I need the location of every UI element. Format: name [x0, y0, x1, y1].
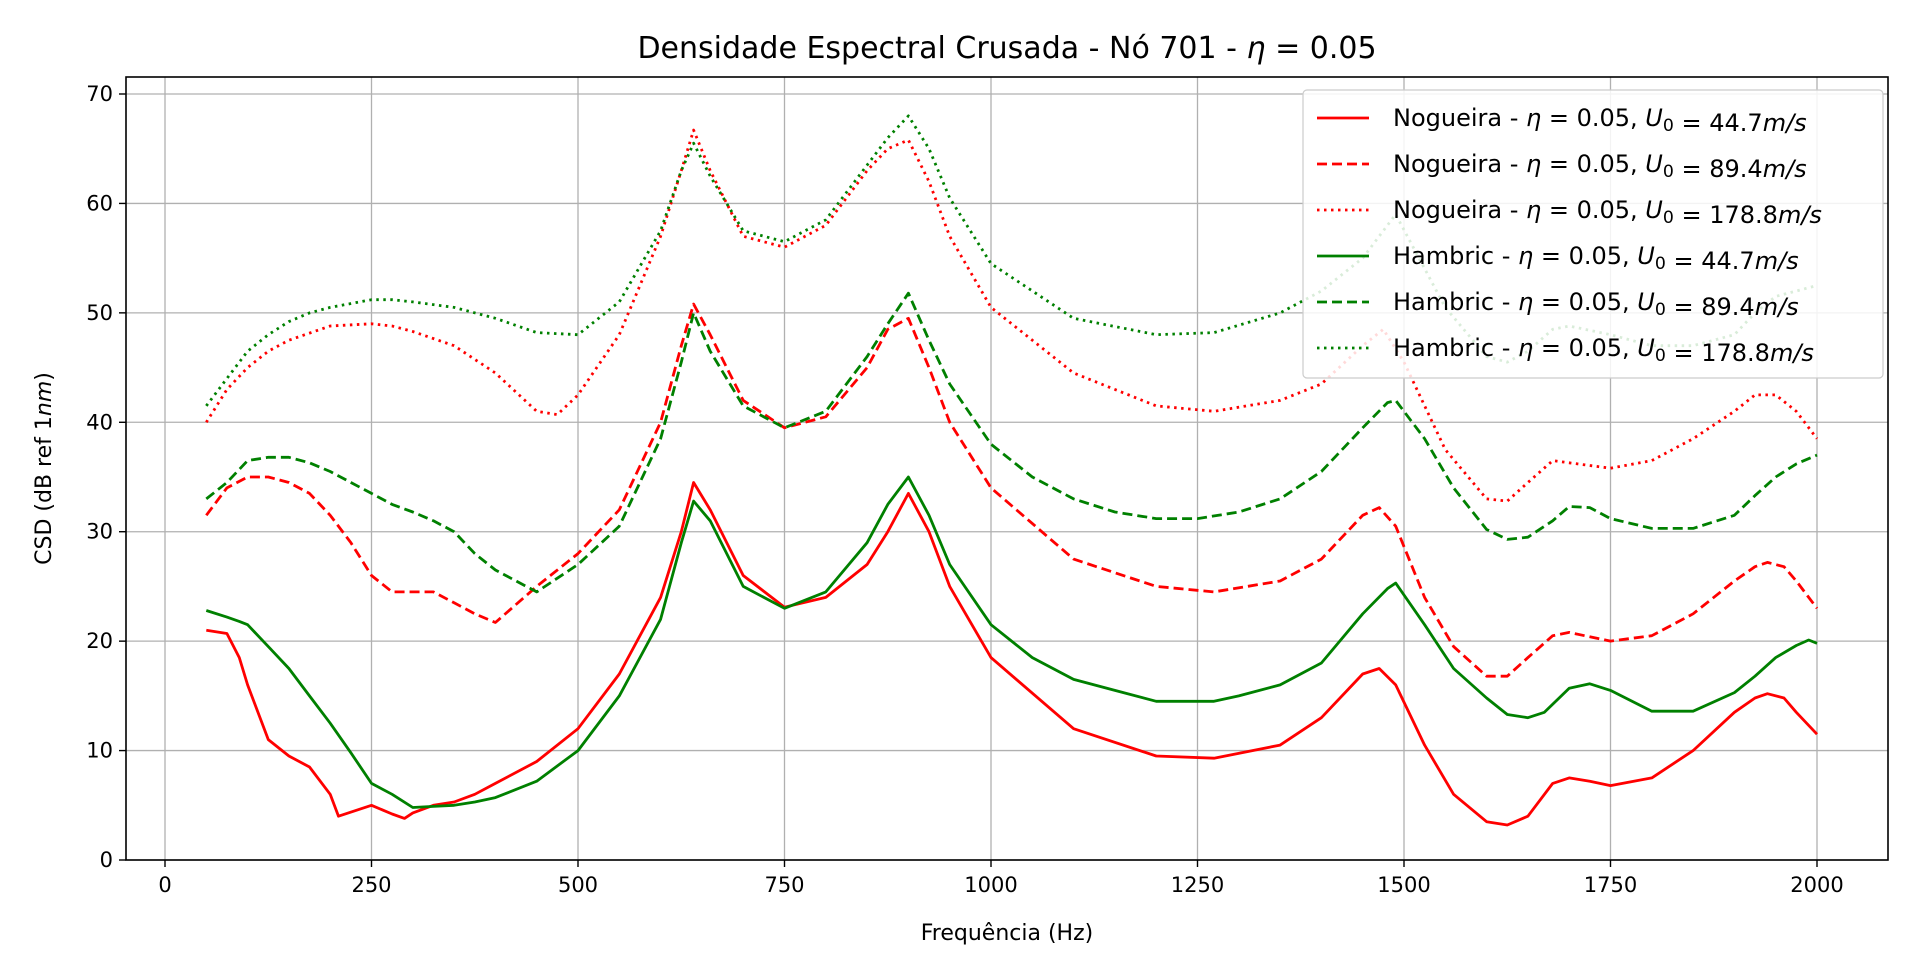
x-tick-label: 1750 — [1584, 873, 1637, 897]
series-line-4 — [205, 475, 1818, 809]
legend-label: Nogueira - η = 0.05, U0 = 44.7m/s — [1393, 104, 1807, 137]
y-tick-label: 20 — [86, 629, 113, 653]
x-tick-label: 250 — [351, 873, 391, 897]
x-tick-label: 2000 — [1790, 873, 1843, 897]
y-tick-label: 0 — [100, 848, 113, 872]
legend-label: Hambric - η = 0.05, U0 = 89.4m/s — [1393, 288, 1799, 321]
y-tick-label: 50 — [86, 301, 113, 325]
x-tick-label: 1250 — [1171, 873, 1224, 897]
x-tick-label: 0 — [158, 873, 171, 897]
series-line-5 — [205, 291, 1818, 594]
y-tick-label: 40 — [86, 410, 113, 434]
legend-box — [1302, 89, 1884, 379]
x-axis-label: Frequência (Hz) — [921, 921, 1093, 946]
y-tick-label: 60 — [86, 191, 113, 215]
y-tick-label: 70 — [86, 82, 113, 106]
y-axis-label: CSD (dB ref 1nm) — [32, 372, 57, 565]
x-tick-label: 500 — [558, 873, 598, 897]
chart-title: Densidade Espectral Crusada - Nó 701 - η… — [637, 31, 1376, 66]
y-tick-label: 30 — [86, 520, 113, 544]
legend-label: Nogueira - η = 0.05, U0 = 89.4m/s — [1393, 150, 1807, 183]
series-line-2 — [205, 302, 1819, 678]
x-tick-label: 1500 — [1377, 873, 1430, 897]
legend-label: Hambric - η = 0.05, U0 = 44.7m/s — [1393, 242, 1799, 275]
series-line-3 — [205, 128, 1819, 503]
x-tick-label: 750 — [764, 873, 804, 897]
y-tick-label: 10 — [86, 739, 113, 763]
legend-label: Nogueira - η = 0.05, U0 = 178.8m/s — [1393, 196, 1822, 229]
x-tick-label: 1000 — [964, 873, 1017, 897]
legend-label: Hambric - η = 0.05, U0 = 178.8m/s — [1393, 334, 1814, 367]
plot-frame — [125, 76, 1889, 861]
legend: Nogueira - η = 0.05, U0 = 44.7m/s Nogueir… — [1302, 89, 1884, 379]
series-line-1 — [206, 481, 1819, 827]
axis-ticks: 0 250 500 750 1000 1250 1500 1750 2000 0 10 20 30 40 5… — [86, 82, 1843, 897]
